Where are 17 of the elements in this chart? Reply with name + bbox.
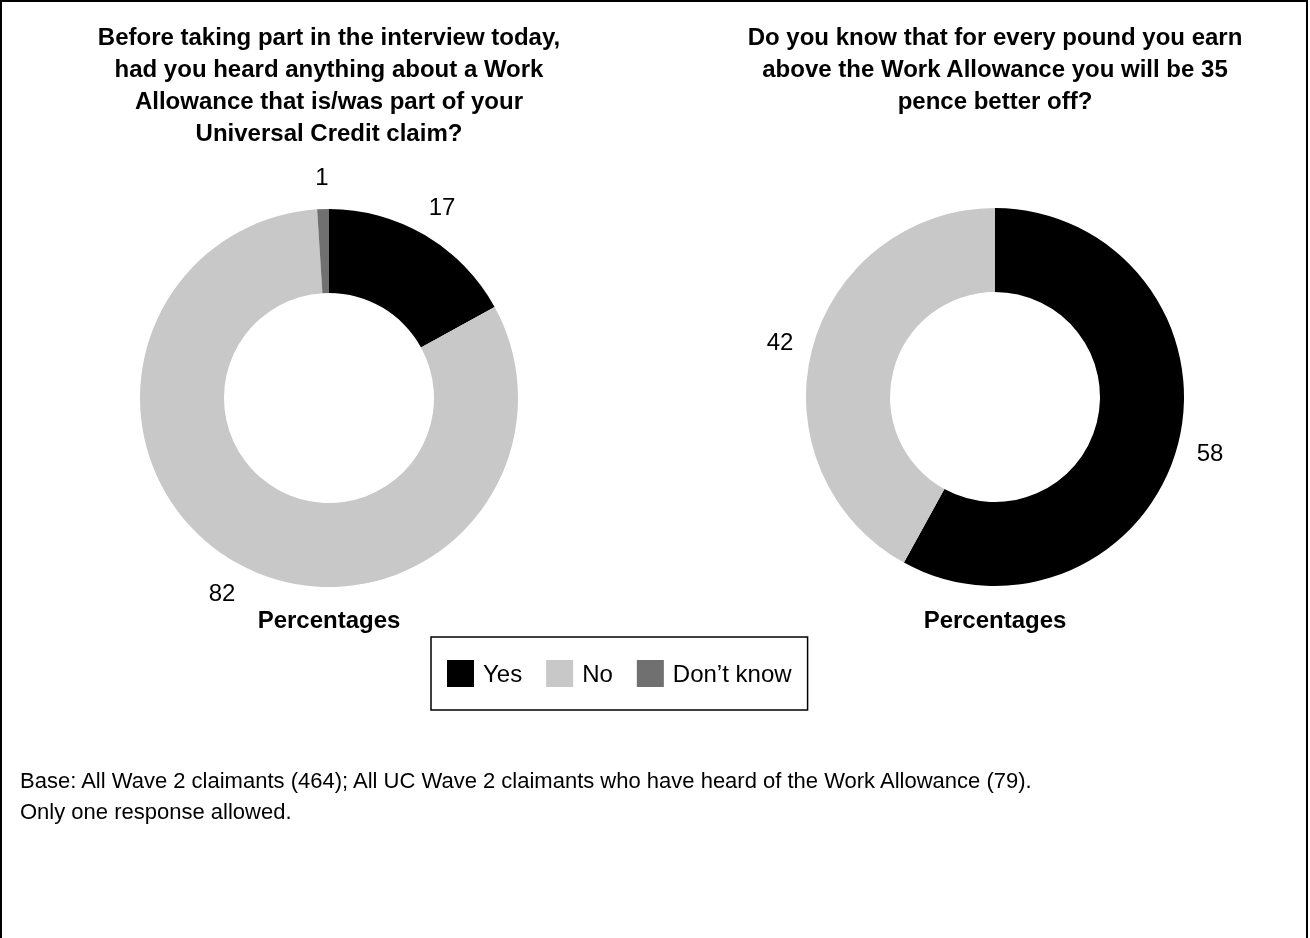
- donut-slice: [806, 208, 995, 563]
- legend-label: Don’t know: [672, 660, 793, 687]
- text: Base: All Wave 2 claimants (464); All UC Wave 2 claimants who have heard of the Work Allowance (79).: [20, 768, 1032, 793]
- chart-title: Before taking part in the interview today, had you heard anything about a Work Allowance that is/was part of your Universal Credit claim?: [97, 23, 561, 146]
- text: Percentages: [257, 606, 401, 633]
- data-label: 1: [315, 162, 329, 190]
- chart-title: Do you know that for every pound you earn above the Work Allowance you will be 35 pence better off?: [747, 23, 1243, 114]
- data-label: 82: [208, 578, 236, 606]
- data-label: 42: [766, 328, 794, 356]
- donut-slice: [903, 208, 1184, 586]
- donut-slice: [317, 209, 329, 294]
- legend-label: No: [582, 660, 613, 687]
- data-label: 17: [428, 193, 456, 221]
- text: Percentages: [923, 606, 1067, 633]
- text: Only one response allowed.: [20, 799, 292, 824]
- legend-label: Yes: [483, 660, 523, 687]
- data-label: 58: [1196, 438, 1224, 466]
